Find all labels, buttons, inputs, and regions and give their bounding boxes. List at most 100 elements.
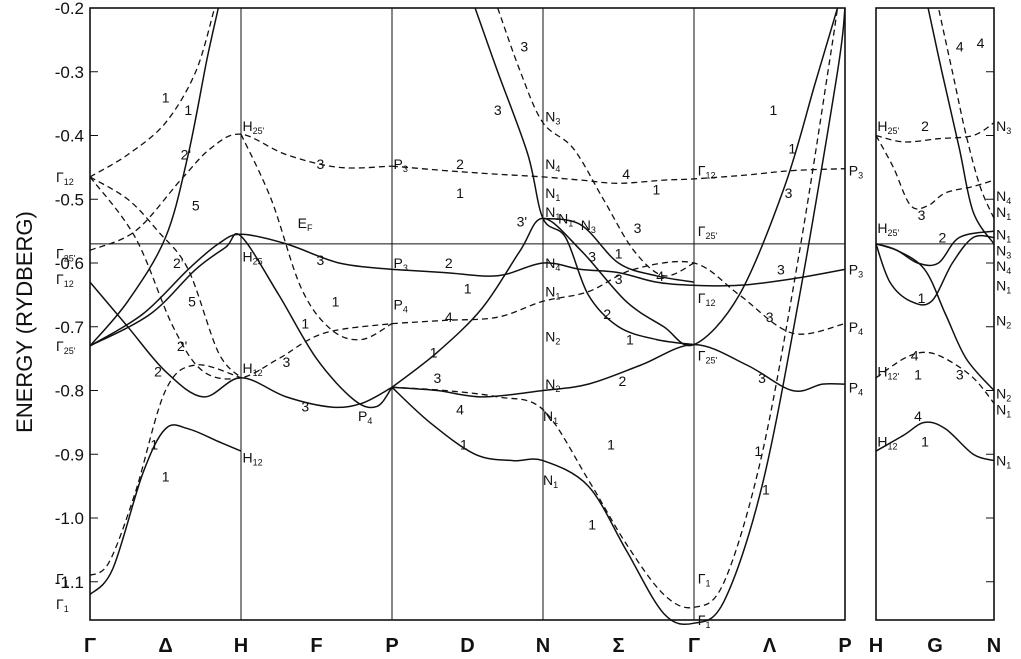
symmetry-label: Γ12: [698, 163, 716, 181]
band-index-label: 1: [588, 516, 596, 532]
band-index-label: 2: [154, 363, 162, 379]
symmetry-label: P4: [394, 296, 408, 314]
band-index-label: 1: [918, 290, 926, 306]
band-index-label: 1: [607, 437, 615, 453]
band-curve-2: [89, 424, 242, 596]
band-index-label: 2': [177, 338, 187, 354]
band-index-label: 3: [918, 207, 926, 223]
band-index-label: 1: [626, 332, 634, 348]
symmetry-label: P4: [849, 319, 863, 337]
band-index-label: 2: [445, 255, 453, 271]
band-curve-24: [875, 135, 995, 210]
symmetry-label: Γ12: [56, 169, 74, 187]
fermi-level-label: EF: [298, 215, 313, 233]
y-tick-label: -0.6: [55, 254, 84, 273]
symmetry-label: H25': [243, 118, 265, 136]
symmetry-label: N3: [581, 217, 596, 235]
symmetry-label: Γ12: [698, 290, 716, 308]
band-index-label: 2: [619, 373, 627, 389]
band-index-label: 4: [656, 268, 664, 284]
grid-layer: [89, 7, 995, 621]
band-curve-10: [89, 176, 242, 379]
x-tick-label: D: [460, 635, 474, 657]
symmetry-label: N3: [996, 118, 1011, 136]
symmetry-label: P4: [849, 379, 863, 397]
band-index-label: 4: [914, 408, 922, 424]
band-curve-8: [89, 133, 393, 251]
band-curve-13: [391, 165, 846, 184]
band-curve-1: [89, 364, 242, 576]
band-index-label: 3: [956, 367, 964, 383]
symmetry-label: H25': [877, 118, 899, 136]
band-index-label: 2: [456, 156, 464, 172]
symmetry-label: H12: [243, 360, 263, 378]
symmetry-label: H12: [243, 449, 263, 467]
symmetry-label: H25': [877, 220, 899, 238]
symmetry-label: P3: [394, 255, 408, 273]
band-curve-28: [875, 243, 995, 391]
symmetry-label: N2: [545, 328, 560, 346]
symmetry-label: Γ25': [56, 338, 76, 356]
symmetry-label: Γ1: [698, 571, 711, 589]
symmetry-label: N2: [996, 312, 1011, 330]
band-index-label: 3: [758, 370, 766, 386]
x-tick-label: Λ: [763, 635, 777, 657]
y-tick-label: -1.1: [55, 573, 84, 592]
band-index-label: 1: [914, 367, 922, 383]
symmetry-label: Γ12: [56, 271, 74, 289]
x-tick-label: Γ: [84, 635, 96, 657]
band-curve-30: [937, 7, 995, 219]
x-tick-label: P: [385, 635, 398, 657]
symmetry-label: P3: [849, 163, 863, 181]
band-index-label: 2': [181, 147, 191, 163]
symmetry-label: Γ25': [698, 223, 718, 241]
band-index-label: 3: [777, 261, 785, 277]
y-tick-label: -0.7: [55, 318, 84, 337]
band-index-label: 1: [754, 443, 762, 459]
band-index-label: 1: [456, 185, 464, 201]
x-tick-label: G: [927, 635, 943, 657]
band-curve-16: [391, 343, 846, 398]
band-index-label: 1: [162, 89, 170, 105]
y-tick-label: -0.8: [55, 382, 84, 401]
band-index-label: 3: [634, 220, 642, 236]
symmetry-label: N4: [996, 258, 1011, 276]
curve-layer: [89, 7, 995, 626]
symmetry-label: H25: [243, 249, 263, 267]
band-curve-23: [875, 234, 995, 306]
symmetry-label: N1': [558, 210, 575, 228]
band-index-label: 5: [188, 293, 196, 309]
band-curve-11: [240, 133, 393, 341]
band-curve-3: [89, 281, 393, 409]
x-tick-label: Γ: [688, 635, 700, 657]
band-index-label: 3: [785, 185, 793, 201]
band-index-label: 1: [184, 102, 192, 118]
x-tick-label: Σ: [612, 635, 624, 657]
band-index-label: 3: [520, 38, 528, 54]
y-tick-label: -0.2: [55, 0, 84, 18]
band-curve-9: [89, 233, 393, 409]
y-tick-label: -1.0: [55, 509, 84, 528]
symmetry-label: N1: [543, 472, 558, 490]
symmetry-label: N1: [545, 284, 560, 302]
band-index-label: 3: [615, 271, 623, 287]
band-index-label: 1: [464, 281, 472, 297]
band-index-label: 3: [494, 102, 502, 118]
band-index-label: 4: [911, 347, 919, 363]
symmetry-label: N4: [545, 156, 560, 174]
band-curve-4: [89, 176, 393, 380]
band-index-label: 3': [517, 214, 527, 230]
band-index-label: 1: [332, 293, 340, 309]
band-index-label: 1: [762, 481, 770, 497]
tick-layer: -0.2 -0.3 -0.4 -0.5 -0.6 -0.7 -0.8 -0.9 -1.0 -1.1…: [55, 0, 1002, 657]
band-curve-18: [391, 7, 839, 388]
band-index-label: 3: [766, 309, 774, 325]
x-tick-label: H: [869, 635, 883, 657]
band-index-label: 3: [434, 370, 442, 386]
symmetry-label: P4: [358, 408, 372, 426]
panel-frame-2: [875, 7, 995, 621]
band-index-label: 3: [588, 249, 596, 265]
symmetry-label: Γ1: [698, 612, 711, 630]
band-index-label: 4: [622, 166, 630, 182]
